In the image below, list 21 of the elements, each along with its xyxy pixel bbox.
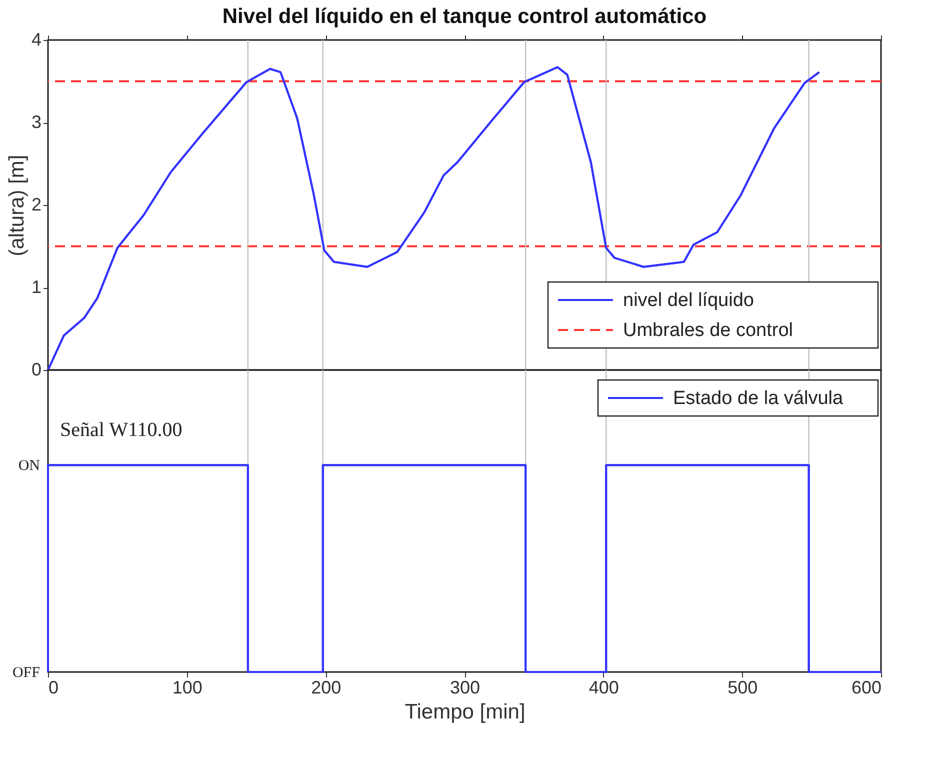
y-tick-label: 1 xyxy=(31,277,42,297)
y-tick-label: 0 xyxy=(31,360,42,380)
text: Señal W110.00 xyxy=(60,419,182,441)
x-tick-label: 500 xyxy=(728,678,758,698)
x-tick-label: 300 xyxy=(450,678,480,698)
text: ON xyxy=(18,458,40,474)
legend-label: nivel del líquido xyxy=(623,290,754,311)
x-tick-label: 100 xyxy=(172,678,202,698)
x-axis-title: Tiempo [min] xyxy=(404,700,526,724)
legend-label: Umbrales de control xyxy=(623,320,794,341)
chart-title: Nivel del líquido en el tanque control automático xyxy=(222,5,707,28)
x-tick-label: 400 xyxy=(588,678,619,698)
x-tick-label: 200 xyxy=(311,678,342,698)
x-tick-label: 600 xyxy=(851,678,882,698)
text: OFF xyxy=(12,665,40,681)
y-axis-title: (altura) [m] xyxy=(5,154,28,256)
y-tick-label: 2 xyxy=(31,194,42,214)
y-tick-label: 4 xyxy=(31,30,42,50)
legend-label: Estado de la válvula xyxy=(673,388,844,409)
x-tick-label: 0 xyxy=(48,678,59,698)
y-tick-label: 3 xyxy=(31,112,42,132)
